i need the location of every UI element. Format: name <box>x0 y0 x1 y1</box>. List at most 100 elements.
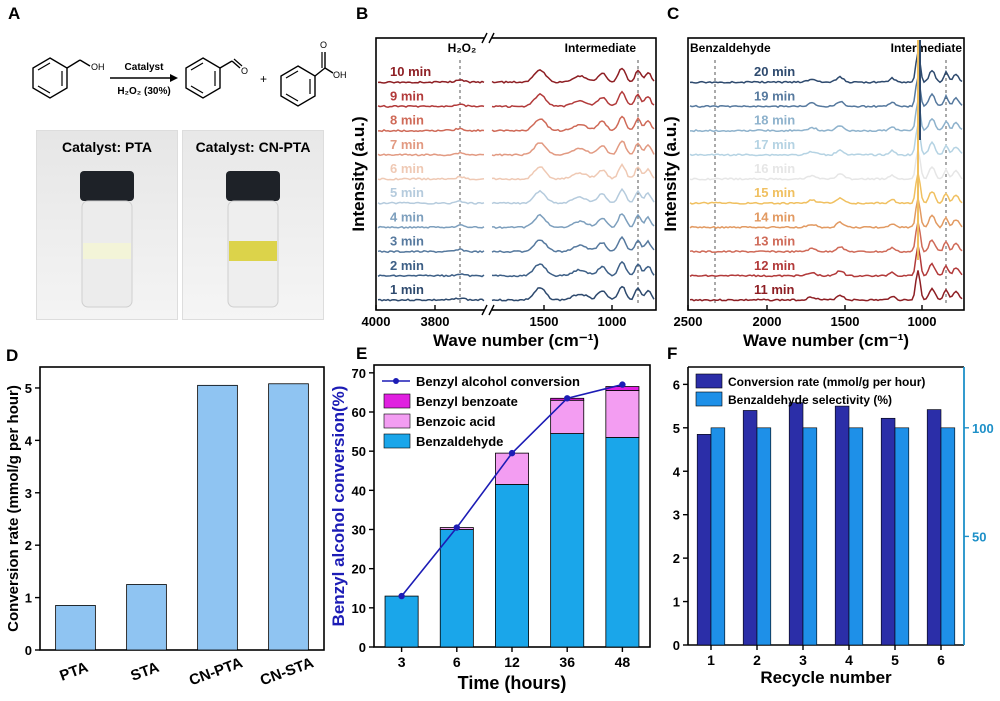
y-tick-label-0: 0 <box>359 640 366 655</box>
legend-line-dot <box>393 378 399 384</box>
axis-break-top-gap <box>484 34 492 42</box>
axis-break-bottom-gap <box>484 306 492 314</box>
spectrum-line-15-min-0 <box>689 172 963 205</box>
oxidant-label: H₂O₂ (30%) <box>117 86 170 97</box>
conversion-point-48 <box>619 381 626 388</box>
spectrum-line-2-min-1 <box>491 260 655 278</box>
legend-swatch-Benzyl-benzoate <box>383 393 411 409</box>
spectrum-line-20-min-0 <box>689 51 963 84</box>
series-label-9-min: 9 min <box>390 88 424 103</box>
conversion-point-12 <box>508 449 516 457</box>
annotation-1: Intermediate <box>891 41 963 55</box>
oh-label-left: OH <box>91 62 105 72</box>
x-tick-label-2000: 2000 <box>753 314 782 329</box>
series-label-12-min: 12 min <box>754 258 795 273</box>
spectrum-line-3-min-0 <box>377 247 485 254</box>
legend-label-Benzaldehyde: Benzaldehyde <box>416 434 503 449</box>
x-axis-label: Wave number (cm⁻¹) <box>743 331 909 350</box>
x-tick-label-4000: 4000 <box>362 314 391 329</box>
chart-c: 11 min 12 min 13 min 14 min 15 min 16 min 17 m… <box>662 37 965 350</box>
conversion-point-36 <box>564 395 571 402</box>
series-label-18-min: 18 min <box>754 113 795 128</box>
annotation-1: Intermediate <box>565 41 637 55</box>
x-tick-label-1000: 1000 <box>598 314 627 329</box>
spectrum-line-18-min-0 <box>690 100 963 133</box>
series-label-1-min: 1 min <box>390 282 424 297</box>
x-tick-label-6: 6 <box>937 652 945 668</box>
spectrum-line-1-min-1 <box>491 285 655 302</box>
bar-selectivity-6 <box>940 427 956 646</box>
y-tick-label-4: 4 <box>25 433 33 448</box>
bar-conversion-3 <box>788 402 804 646</box>
reaction-scheme: OH Catalyst H₂O₂ (30%) O + O OH <box>32 40 347 107</box>
panel-label-e: E <box>356 344 368 363</box>
y2-tick-label-100: 100 <box>972 421 994 436</box>
plot-frame <box>687 37 965 311</box>
legend-swatch-0 <box>695 373 723 389</box>
legend-label-1: Benzaldehyde selectivity (%) <box>728 393 892 407</box>
spectrum-line-8-min-1 <box>491 115 655 133</box>
spectrum-line-12-min-0 <box>689 245 963 278</box>
x-axis-label: Wave number (cm⁻¹) <box>433 331 599 350</box>
series-label-15-min: 15 min <box>754 185 795 200</box>
bar-selectivity-5 <box>894 427 910 646</box>
conversion-point-6 <box>453 524 460 531</box>
bar-Benzoic-acid-48 <box>605 390 640 438</box>
series-label-2-min: 2 min <box>390 258 424 273</box>
x-axis-label: Recycle number <box>760 668 892 687</box>
bar-selectivity-1 <box>710 427 726 646</box>
series-label-3-min: 3 min <box>390 234 424 249</box>
y-tick-label-70: 70 <box>352 366 366 381</box>
y-tick-label-60: 60 <box>352 405 366 420</box>
y-tick-label-2: 2 <box>25 538 32 553</box>
y2-tick-label-50: 50 <box>972 529 986 544</box>
panel-label-f: F <box>667 344 678 363</box>
y-tick-label-40: 40 <box>352 483 366 498</box>
series-label-13-min: 13 min <box>754 234 795 249</box>
y-axis-label: Conversion rate (mmol/g per hour) <box>5 385 22 632</box>
legend-label-Benzoic-acid: Benzoic acid <box>416 414 496 429</box>
spectrum-line-6-min-1 <box>491 162 655 181</box>
y-tick-label-10: 10 <box>352 601 366 616</box>
spectrum-line-5-min-0 <box>377 199 485 205</box>
o-label-mid: O <box>241 66 248 76</box>
spectrum-line-13-min-0 <box>689 221 963 254</box>
spectrum-line-14-min-0 <box>689 197 963 229</box>
x-tick-label-1000: 1000 <box>908 314 937 329</box>
axis-break-mark-0b <box>488 32 495 44</box>
axis-break-mark-1b <box>488 304 495 316</box>
y-tick-label-0: 0 <box>25 643 32 658</box>
spectrum-line-11-min-0 <box>689 270 963 302</box>
x-tick-label-1500: 1500 <box>530 314 559 329</box>
y-tick-label-0: 0 <box>673 638 680 653</box>
x-tick-label-36: 36 <box>559 654 575 670</box>
axis-break-mark-1a <box>481 304 488 316</box>
series-label-17-min: 17 min <box>754 137 795 152</box>
series-label-5-min: 5 min <box>390 185 424 200</box>
vial-pta-icon <box>80 171 134 308</box>
annotation-0: H₂O₂ <box>448 41 477 55</box>
spectrum-line-2-min-0 <box>377 273 485 278</box>
bar-Benzaldehyde-6 <box>439 529 474 648</box>
series-label-20-min: 20 min <box>754 64 795 79</box>
bar-conversion-5 <box>880 417 896 646</box>
x-tick-label-1: 1 <box>707 652 715 668</box>
chart-b: 1 min 2 min 3 min 4 min 5 min 6 min 7 min 8 min… <box>349 32 657 350</box>
spectrum-line-16-min-0 <box>689 149 963 181</box>
spectrum-line-9-min-0 <box>377 103 485 108</box>
x-tick-label-1500: 1500 <box>831 314 860 329</box>
x-tick-label-5: 5 <box>891 652 899 668</box>
bar-CN-STA <box>268 383 309 651</box>
bar-PTA <box>55 605 96 651</box>
spectrum-line-4-min-1 <box>492 213 655 230</box>
y-axis-label: Intensity (a.u.) <box>349 116 368 231</box>
spectrum-line-1-min-0 <box>377 297 485 302</box>
series-label-14-min: 14 min <box>754 209 795 224</box>
x-tick-label-12: 12 <box>504 654 520 670</box>
photo-pta: Catalyst: PTA <box>36 130 178 320</box>
spectrum-line-6-min-0 <box>377 175 485 181</box>
bar-Benzaldehyde-48 <box>605 437 640 648</box>
bar-CN-PTA <box>197 384 238 651</box>
bar-conversion-2 <box>742 410 758 646</box>
series-label-8-min: 8 min <box>390 113 424 128</box>
